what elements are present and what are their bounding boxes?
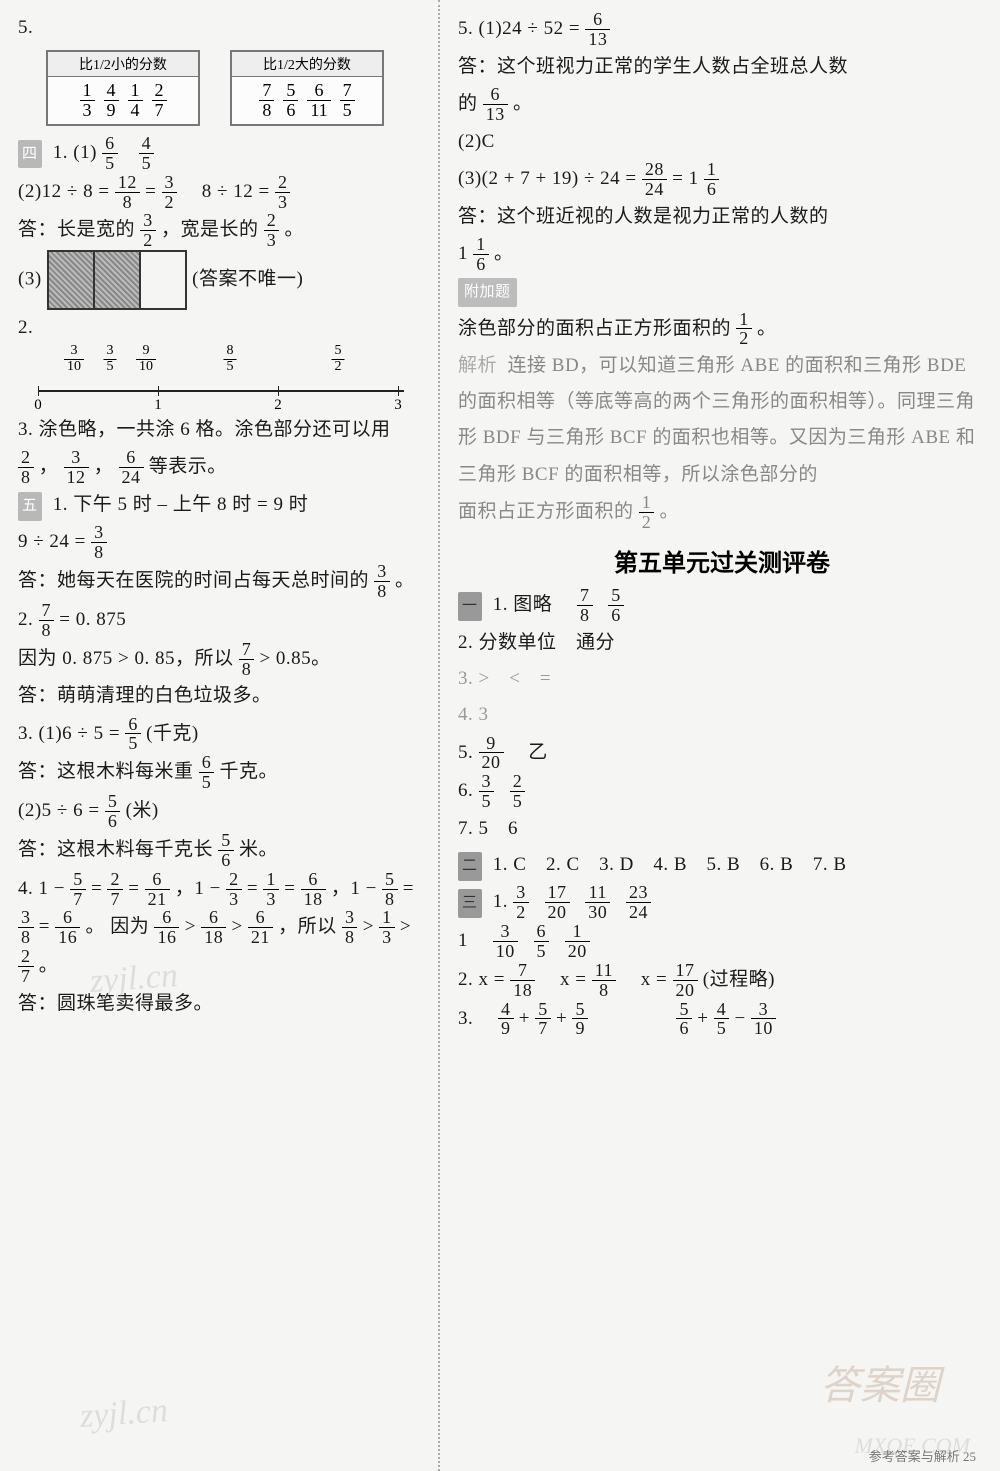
u5-s1-q4: 4. 3 xyxy=(458,697,986,733)
box2-body: 78 56 611 75 xyxy=(232,77,382,124)
s5-ans3-1: 答：这根木料每米重 65 千克。 xyxy=(18,753,424,792)
s4-q1-2: (2)12 ÷ 8 = 128 = 32 8 ÷ 12 = 23 xyxy=(18,173,424,212)
box2-header: 比1/2大的分数 xyxy=(232,52,382,77)
extra-marker: 附加题 xyxy=(458,273,986,309)
u5-s2: 二 1. C 2. C 3. D 4. B 5. B 6. B 7. B xyxy=(458,847,986,883)
s5-q2: 2. 78 = 0. 875 xyxy=(18,601,424,640)
section-4-marker: 四 xyxy=(18,140,42,169)
u5-s1-q2: 2. 分数单位 通分 xyxy=(458,625,986,661)
r-ans5-3b: 1 16 。 xyxy=(458,235,986,274)
s4-q3a: 3. 涂色略，一共涂 6 格。涂色部分还可以用 xyxy=(18,412,424,448)
s4-q3b: 28 ， 312 ， 624 等表示。 xyxy=(18,448,424,487)
analysis-b: 面积占正方形面积的 12 。 xyxy=(458,493,986,532)
left-column: 5. 比1/2小的分数 13 49 14 27 比1/2大的分数 78 56 6… xyxy=(0,0,440,1471)
q5-label: 5. xyxy=(18,10,424,46)
u5-s3-row2: 1 310 65 120 xyxy=(458,922,986,961)
s4-q1-3: (3) (答案不唯一) xyxy=(18,250,424,310)
u5-s1-q6: 6. 35 25 xyxy=(458,772,986,811)
box1-header: 比1/2小的分数 xyxy=(48,52,198,77)
fraction-boxes: 比1/2小的分数 13 49 14 27 比1/2大的分数 78 56 611 … xyxy=(46,50,424,126)
section-2-marker: 二 xyxy=(458,852,482,881)
shaded-rect-diagram xyxy=(47,250,187,310)
box-gt-half: 比1/2大的分数 78 56 611 75 xyxy=(230,50,384,126)
right-column: 5. (1)24 ÷ 52 = 613 答：这个班视力正常的学生人数占全班总人数… xyxy=(440,0,1000,1471)
s5-ans1: 答：她每天在医院的时间占每天总时间的 38 。 xyxy=(18,562,424,601)
s5-q4a: 4. 1 − 57 = 27 = 621 ，1 − 23 = 13 = 618 … xyxy=(18,870,424,909)
page: 5. 比1/2小的分数 13 49 14 27 比1/2大的分数 78 56 6… xyxy=(0,0,1000,1471)
u5-s1-q5: 5. 920 乙 xyxy=(458,734,986,773)
box1-body: 13 49 14 27 xyxy=(48,77,198,124)
s5-ans4: 答：圆珠笔卖得最多。 xyxy=(18,986,424,1022)
number-line: 0 1 2 3 310 35 910 85 52 xyxy=(18,350,424,410)
section-1-marker: 一 xyxy=(458,592,482,621)
s4-q2-label: 2. xyxy=(18,310,424,346)
s5-q1b: 9 ÷ 24 = 38 xyxy=(18,523,424,562)
u5-s3-q1: 三 1. 32 1720 1130 2324 xyxy=(458,883,986,922)
unit-5-title: 第五单元过关测评卷 xyxy=(458,543,986,578)
analysis: 解析 连接 BD，可以知道三角形 ABE 的面积和三角形 BDE 的面积相等（等… xyxy=(458,348,986,492)
s5-ans3-2: 答：这根木料每千克长 56 米。 xyxy=(18,831,424,870)
u5-s3-q2: 2. x = 718 x = 118 x = 1720 (过程略) xyxy=(458,961,986,1000)
s5-ans2: 答：萌萌清理的白色垃圾多。 xyxy=(18,678,424,714)
s5-q3-1: 3. (1)6 ÷ 5 = 65 (千克) xyxy=(18,715,424,754)
r-q5-1: 5. (1)24 ÷ 52 = 613 xyxy=(458,10,986,49)
section-3-marker: 三 xyxy=(458,889,482,918)
u5-s3-q3: 3. 49 + 57 + 59 56 + 45 − 310 xyxy=(458,1000,986,1039)
s5-q1: 五 1. 下午 5 时 – 上午 8 时 = 9 时 xyxy=(18,487,424,523)
section-5-marker: 五 xyxy=(18,492,42,521)
s4-q1-1: 四 1. (1) 65 45 xyxy=(18,134,424,173)
r-ans5-1b: 的 613 。 xyxy=(458,85,986,124)
s5-q4b: 38 = 616 。 因为 616 > 618 > 621 ，所以 38 > 1… xyxy=(18,908,424,986)
u5-s1-q1: 一 1. 图略 78 56 xyxy=(458,586,986,625)
u5-s1-q3: 3. > < = xyxy=(458,661,986,697)
u5-s1-q7: 7. 5 6 xyxy=(458,811,986,847)
s4-ans1: 答：长是宽的 32 ，宽是长的 23 。 xyxy=(18,211,424,250)
r-ans5-1a: 答：这个班视力正常的学生人数占全班总人数 xyxy=(458,49,986,85)
extra-body: 涂色部分的面积占正方形面积的 12 。 xyxy=(458,310,986,349)
r-q5-3: (3)(2 + 7 + 19) ÷ 24 = 2824 = 1 16 xyxy=(458,160,986,199)
s5-q2b: 因为 0. 875 > 0. 85，所以 78 > 0.85。 xyxy=(18,640,424,679)
box-lt-half: 比1/2小的分数 13 49 14 27 xyxy=(46,50,200,126)
r-q5-2: (2)C xyxy=(458,124,986,160)
page-footer: 参考答案与解析 25 xyxy=(869,1446,976,1465)
r-ans5-3a: 答：这个班近视的人数是视力正常的人数的 xyxy=(458,199,986,235)
s5-q3-2: (2)5 ÷ 6 = 56 (米) xyxy=(18,792,424,831)
